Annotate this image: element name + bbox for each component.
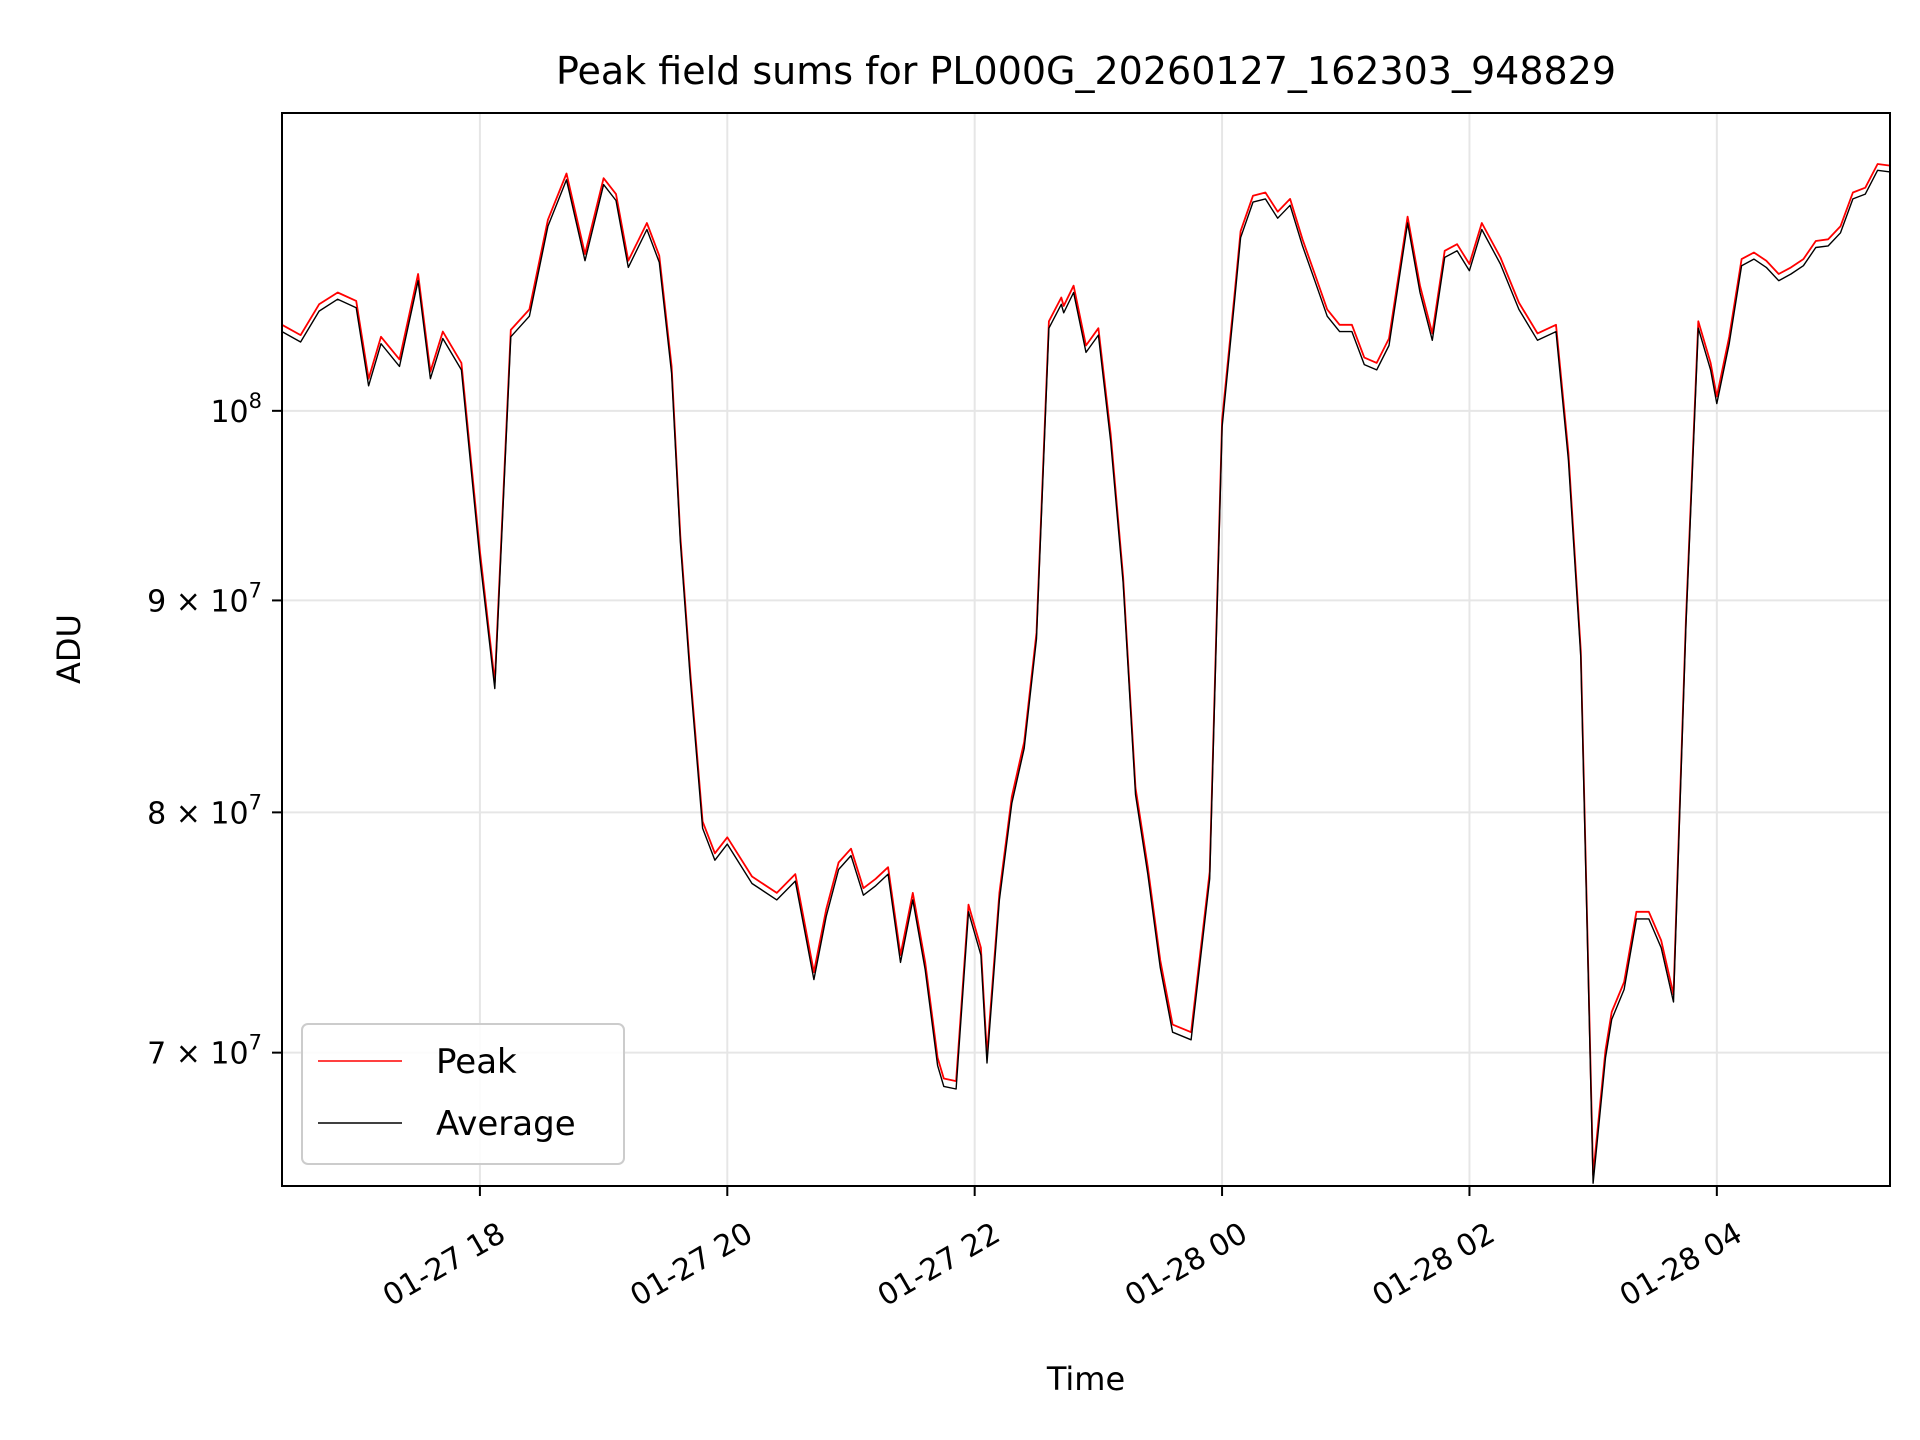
chart-title: Peak field sums for PL000G_20260127_1623… bbox=[556, 49, 1616, 93]
y-axis: 7 × 107 8 × 107 9 × 107 108 bbox=[147, 389, 282, 1072]
legend-average-label: Average bbox=[436, 1104, 576, 1144]
y-tick-label: 7 × 107 bbox=[147, 1031, 262, 1072]
y-axis-label: ADU bbox=[50, 614, 88, 684]
plot-frame bbox=[281, 112, 1891, 1187]
x-axis-label: Time bbox=[1046, 1360, 1125, 1398]
y-tick-label: 108 bbox=[210, 389, 262, 430]
y-tick-label: 8 × 107 bbox=[147, 790, 262, 831]
series-layer bbox=[281, 163, 1891, 1184]
legend: Peak Average bbox=[301, 1023, 625, 1165]
y-tick-label: 9 × 107 bbox=[147, 578, 262, 619]
legend-box bbox=[301, 1023, 625, 1165]
legend-peak-label: Peak bbox=[436, 1042, 517, 1082]
series-line-average bbox=[281, 169, 1891, 1184]
